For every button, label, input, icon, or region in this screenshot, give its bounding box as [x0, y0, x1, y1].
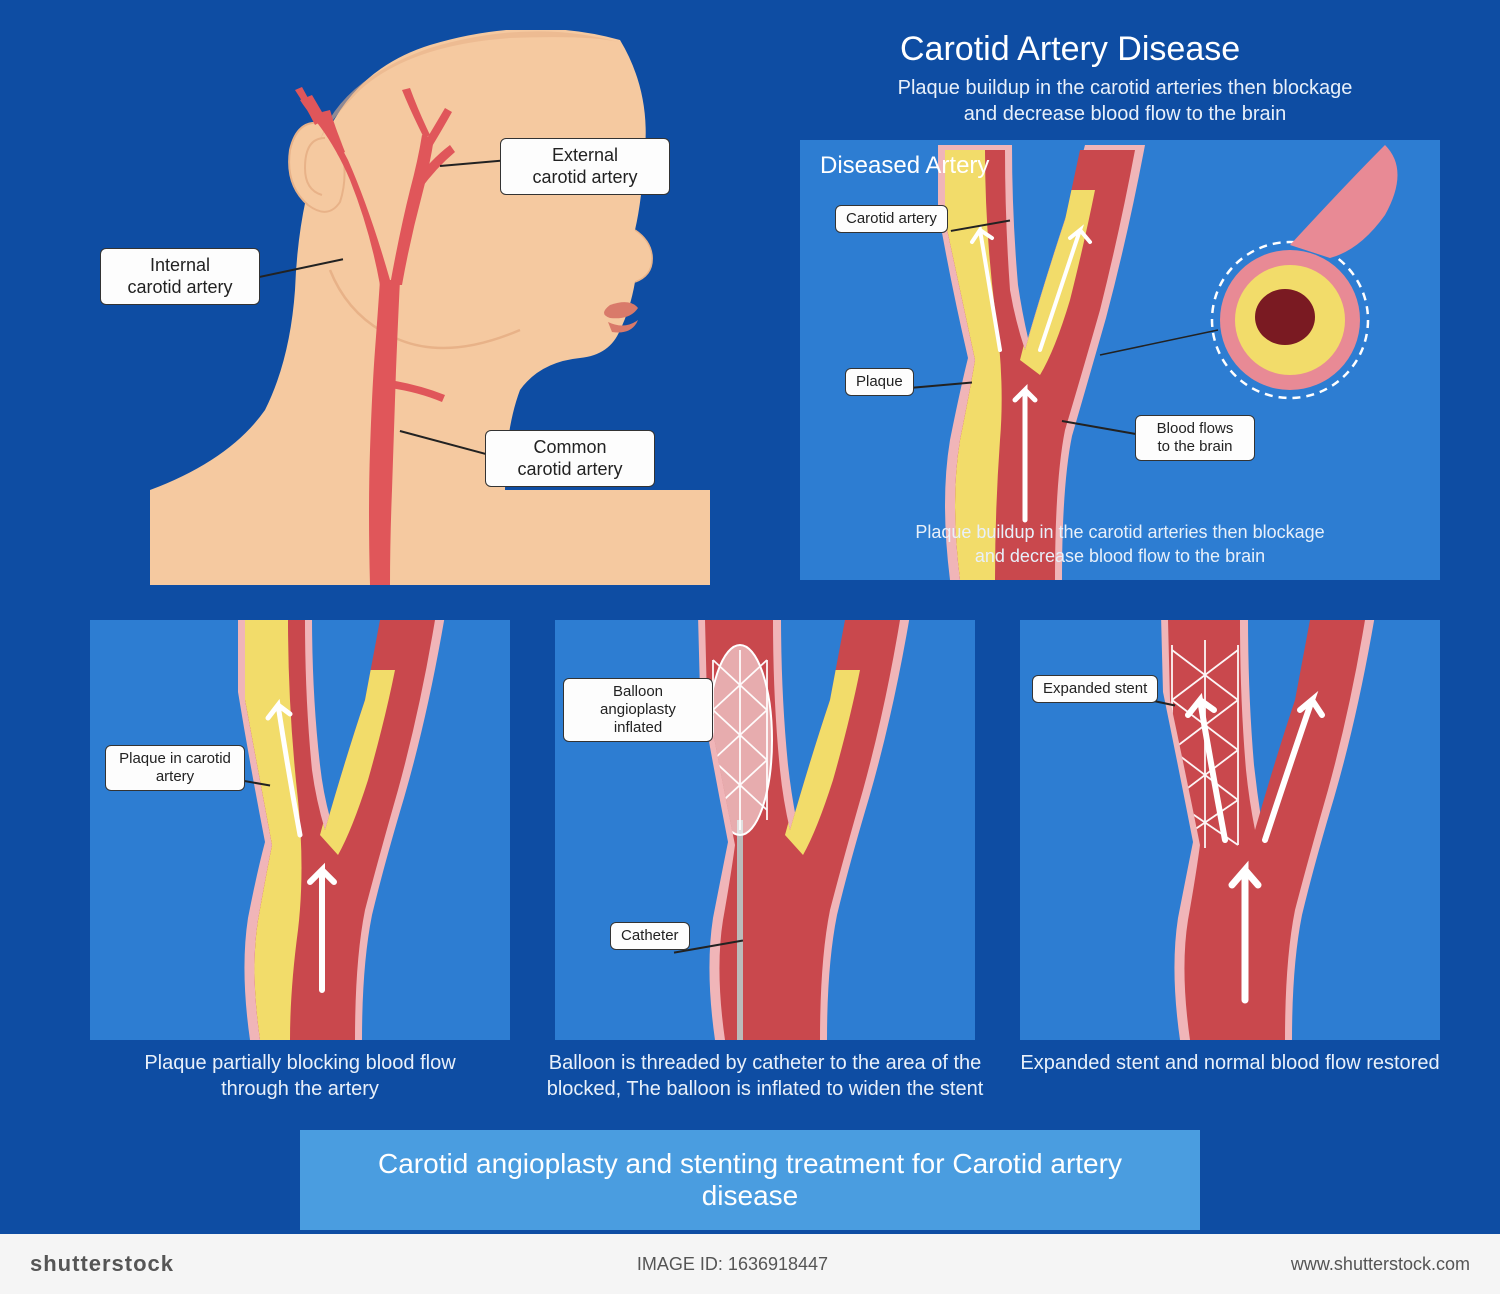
head-neck-diagram: Externalcarotid artery Internalcarotid a…	[90, 30, 730, 590]
head-svg	[90, 30, 730, 590]
step1-label-plaque: Plaque in carotidartery	[105, 745, 245, 791]
step3-label-stent: Expanded stent	[1032, 675, 1158, 703]
label-external-carotid: Externalcarotid artery	[500, 138, 670, 195]
label-blood-flow: Blood flowsto the brain	[1135, 415, 1255, 461]
diseased-artery-panel: Diseased Artery Carotid artery Pla	[800, 140, 1440, 580]
step-1-panel: Plaque in carotidartery	[90, 620, 510, 1040]
disease-subtitle: Plaque buildup in the carotid arteries t…	[815, 75, 1435, 127]
stock-image-id: IMAGE ID: 1636918447	[637, 1254, 828, 1275]
label-carotid-artery: Carotid artery	[835, 205, 948, 233]
label-common-carotid: Commoncarotid artery	[485, 430, 655, 487]
stock-watermark-footer: shutterstock IMAGE ID: 1636918447 www.sh…	[0, 1234, 1500, 1294]
step2-caption: Balloon is threaded by catheter to the a…	[540, 1050, 990, 1102]
step2-label-catheter: Catheter	[610, 922, 690, 950]
step1-svg	[90, 620, 510, 1040]
step-2-panel: Balloon angioplastyinflated Catheter	[555, 620, 975, 1040]
label-internal-carotid: Internalcarotid artery	[100, 248, 260, 305]
disease-panel-caption: Plaque buildup in the carotid arteries t…	[880, 521, 1360, 568]
footer-title-bar: Carotid angioplasty and stenting treatme…	[300, 1130, 1200, 1230]
stock-url: www.shutterstock.com	[1291, 1254, 1470, 1275]
step1-caption: Plaque partially blocking blood flowthro…	[90, 1050, 510, 1102]
step3-caption: Expanded stent and normal blood flow res…	[1020, 1050, 1440, 1076]
step2-label-balloon: Balloon angioplastyinflated	[563, 678, 713, 742]
disease-title: Carotid Artery Disease	[900, 30, 1240, 69]
diseased-panel-label: Diseased Artery	[820, 152, 989, 180]
label-plaque: Plaque	[845, 368, 914, 396]
stock-brand: shutterstock	[30, 1251, 174, 1277]
step-3-panel: Expanded stent	[1020, 620, 1440, 1040]
